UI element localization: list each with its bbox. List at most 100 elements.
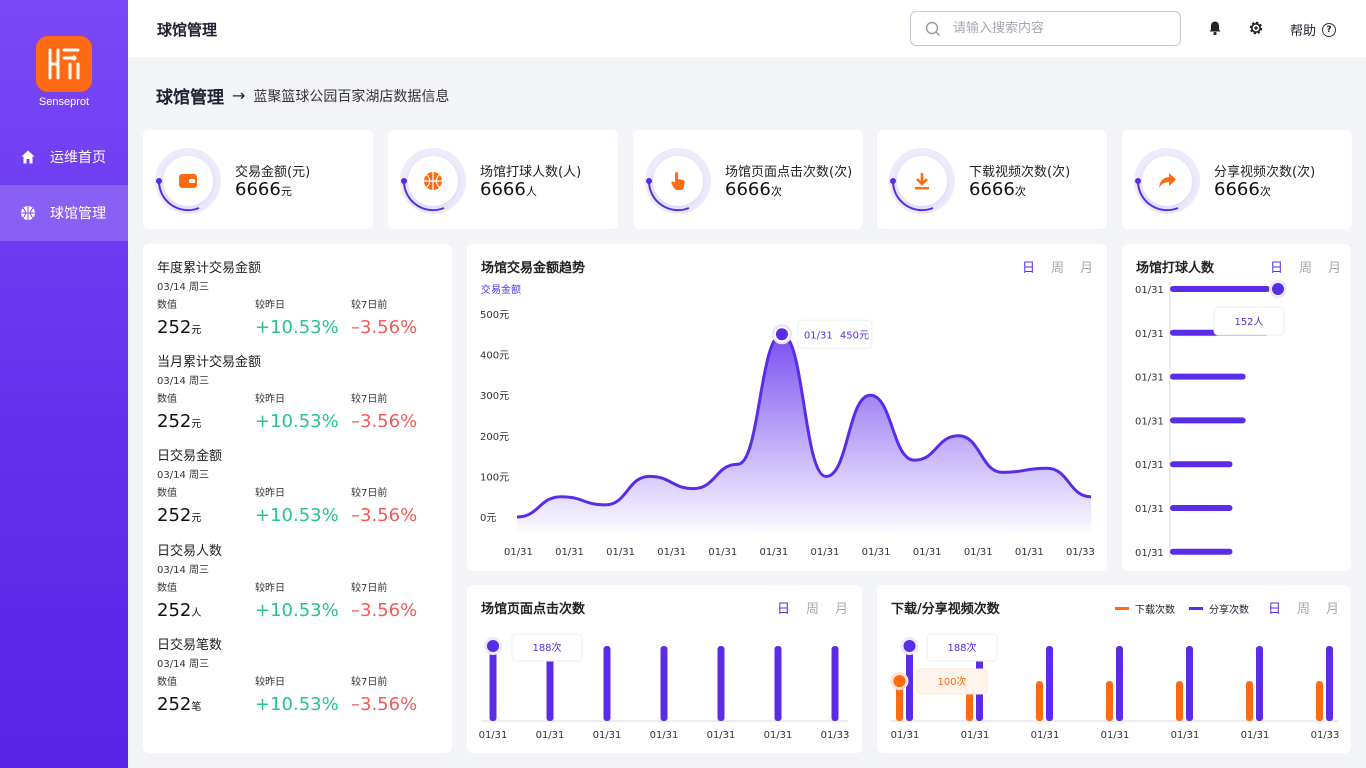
trend-chart: 交易金额 500元 400元 300元 200元 100元 0元 01/31 01/31 01/3… bbox=[480, 283, 1095, 558]
tab-month[interactable]: 月 bbox=[1325, 602, 1339, 617]
metric-date: 03/14 周三 bbox=[157, 282, 209, 293]
bell-icon[interactable] bbox=[1207, 20, 1223, 36]
x-tick-label: 01/31 bbox=[1101, 730, 1130, 741]
chart-title: 场馆打球人数 bbox=[1136, 261, 1215, 276]
legend-swatch-download bbox=[1115, 607, 1129, 610]
x-tick-label: 01/33 bbox=[821, 730, 850, 741]
stat-label: 交易金额(元) bbox=[235, 165, 311, 180]
bar-share bbox=[1116, 646, 1123, 721]
metric-title: 当月累计交易金额 bbox=[157, 355, 262, 370]
tab-week[interactable]: 周 bbox=[1296, 602, 1310, 617]
tooltip-value: 450元 bbox=[840, 330, 869, 341]
stat-value: 6666次 bbox=[725, 179, 782, 200]
tab-month[interactable]: 月 bbox=[1079, 261, 1093, 276]
legend-share: 分享次数 bbox=[1209, 605, 1249, 616]
players-chart-panel: 场馆打球人数 日 周 月 01/31 01/31 01/31 01/31 01/31 01… bbox=[1122, 244, 1351, 571]
x-tick-label: 01/31 bbox=[759, 547, 788, 558]
arrow-right-icon: → bbox=[232, 86, 246, 105]
click-hand-icon bbox=[671, 172, 685, 190]
basketball-icon bbox=[21, 206, 35, 220]
metric-change-yesterday: +10.53% bbox=[255, 694, 339, 715]
chart-title: 场馆页面点击次数 bbox=[481, 602, 586, 617]
stat-card-downloads: 下载视频次数(次) 6666次 bbox=[877, 130, 1107, 229]
period-tabs: 日 周 月 bbox=[1252, 598, 1339, 617]
x-tick-label: 01/31 bbox=[961, 730, 990, 741]
tab-month[interactable]: 月 bbox=[1327, 261, 1341, 276]
tab-day[interactable]: 日 bbox=[1269, 261, 1283, 276]
bar bbox=[1170, 548, 1233, 555]
x-tick-label: 01/31 bbox=[555, 547, 584, 558]
metric-change-7days: –3.56% bbox=[351, 600, 418, 621]
stat-value: 6666次 bbox=[1214, 179, 1271, 200]
tab-day[interactable]: 日 bbox=[1267, 602, 1281, 617]
players-chart: 01/31 01/31 01/31 01/31 01/31 01/31 01/31 152人 bbox=[1135, 280, 1287, 559]
metric-change-yesterday: +10.53% bbox=[255, 317, 339, 338]
y-tick-label: 300元 bbox=[480, 391, 509, 402]
tab-day[interactable]: 日 bbox=[776, 602, 790, 617]
bar bbox=[717, 646, 725, 721]
bar bbox=[1170, 461, 1233, 468]
stat-label: 场馆打球人数(人) bbox=[480, 165, 582, 180]
y-tick-label: 01/31 bbox=[1135, 285, 1164, 296]
wallet-icon bbox=[179, 174, 197, 188]
gear-icon[interactable] bbox=[1248, 20, 1264, 36]
metric-change-7days: –3.56% bbox=[351, 694, 418, 715]
x-tick-label: 01/31 bbox=[1241, 730, 1270, 741]
breadcrumb: 球馆管理 → 蓝聚篮球公园百家湖店数据信息 bbox=[156, 83, 449, 108]
search-input[interactable] bbox=[953, 21, 1153, 36]
y-tick-label: 200元 bbox=[480, 432, 509, 443]
tab-month[interactable]: 月 bbox=[834, 602, 848, 617]
sidebar: Senseprot 运维首页 球馆管理 bbox=[0, 0, 128, 768]
stat-label: 场馆页面点击次数(次) bbox=[725, 165, 853, 180]
trend-chart-panel: 场馆交易金额趋势 日 周 月 交易金额 500元 400元 300元 200元 100元 0… bbox=[467, 244, 1107, 571]
x-tick-label: 01/31 bbox=[650, 730, 679, 741]
tab-day[interactable]: 日 bbox=[1021, 261, 1035, 276]
bar-share bbox=[1326, 646, 1333, 721]
sidebar-item-venue[interactable]: 球馆管理 bbox=[0, 185, 128, 241]
metric-annual-amount: 年度累计交易金额 03/14 周三 数值 较昨日 较7日前 252元 +10.53%… bbox=[157, 257, 447, 338]
x-tick-label: 01/31 bbox=[707, 730, 736, 741]
bar bbox=[1170, 373, 1246, 380]
period-tabs: 日 周 月 bbox=[1254, 257, 1341, 276]
bar-share bbox=[1046, 646, 1053, 721]
x-tick-label: 01/31 bbox=[479, 730, 508, 741]
sidebar-item-label: 球馆管理 bbox=[50, 206, 106, 222]
chart-title: 场馆交易金额趋势 bbox=[481, 261, 586, 276]
legend-download: 下载次数 bbox=[1135, 605, 1175, 616]
tab-week[interactable]: 周 bbox=[805, 602, 819, 617]
bar bbox=[1170, 417, 1246, 424]
search-box[interactable] bbox=[910, 11, 1181, 46]
download-icon bbox=[915, 173, 929, 190]
bar-download bbox=[1176, 681, 1183, 721]
stat-label: 下载视频次数(次) bbox=[969, 165, 1071, 180]
tab-week[interactable]: 周 bbox=[1298, 261, 1312, 276]
metric-title: 日交易金额 bbox=[157, 449, 223, 464]
sidebar-item-ops-home[interactable]: 运维首页 bbox=[0, 129, 128, 185]
search-icon bbox=[925, 21, 940, 36]
bar bbox=[603, 646, 611, 721]
page-title: 球馆管理 bbox=[157, 21, 218, 39]
bar-download bbox=[1316, 681, 1323, 721]
metric-date: 03/14 周三 bbox=[157, 470, 209, 481]
period-tabs: 日 周 月 bbox=[761, 598, 848, 617]
metric-monthly-amount: 当月累计交易金额 03/14 周三 数值 较昨日 较7日前 252元 +10.53%… bbox=[157, 351, 447, 432]
x-tick-label: 01/31 bbox=[811, 547, 840, 558]
y-tick-label: 01/31 bbox=[1135, 329, 1164, 340]
y-tick-label: 500元 bbox=[480, 310, 509, 321]
brand-name: Senseprot bbox=[38, 96, 90, 108]
x-tick-label: 01/33 bbox=[1066, 547, 1095, 558]
y-tick-label: 400元 bbox=[480, 351, 509, 362]
tooltip-value: 152人 bbox=[1234, 316, 1263, 328]
metric-date: 03/14 周三 bbox=[157, 376, 209, 387]
x-tick-label: 01/31 bbox=[504, 547, 533, 558]
help-link[interactable]: 帮助 ? bbox=[1290, 20, 1337, 39]
clicks-chart: 01/31 01/31 01/31 01/31 01/31 01/31 01/33 188次 bbox=[479, 633, 850, 741]
tab-week[interactable]: 周 bbox=[1050, 261, 1064, 276]
metrics-panel: 年度累计交易金额 03/14 周三 数值 较昨日 较7日前 252元 +10.53%… bbox=[143, 244, 452, 753]
chart-title: 下载/分享视频次数 bbox=[891, 602, 1000, 617]
metric-value: 252元 bbox=[157, 505, 202, 526]
download-marker bbox=[893, 675, 906, 688]
top-header: 球馆管理 帮助 ? bbox=[128, 0, 1366, 57]
bar-download bbox=[1246, 681, 1253, 721]
metric-change-yesterday: +10.53% bbox=[255, 411, 339, 432]
